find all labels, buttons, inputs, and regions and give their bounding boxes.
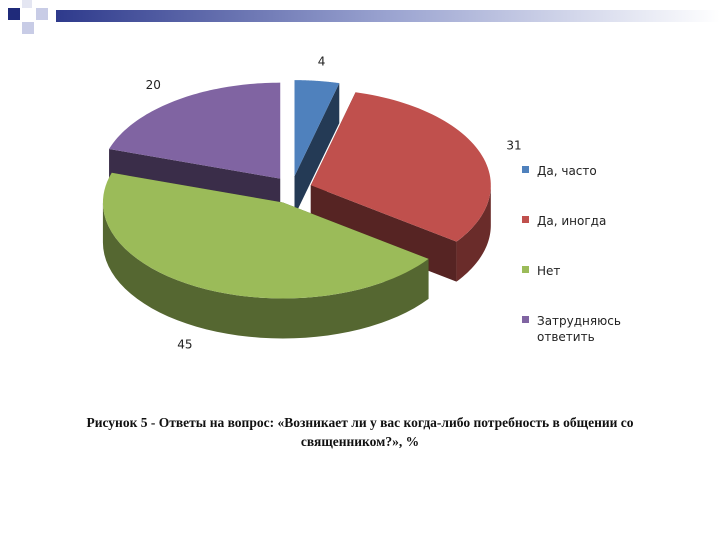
slide-decoration	[8, 0, 720, 34]
legend-item: Нет	[522, 263, 642, 279]
data-label: 45	[177, 338, 192, 352]
legend-item: Да, иногда	[522, 213, 642, 229]
legend-swatch	[522, 166, 529, 173]
legend-item: Да, часто	[522, 163, 642, 179]
slice-wall	[102, 202, 429, 339]
data-label: 31	[506, 139, 521, 153]
legend-label: Да, часто	[537, 164, 597, 178]
slice-side	[294, 83, 340, 217]
slice	[102, 172, 429, 339]
caption: Рисунок 5 - Ответы на вопрос: «Возникает…	[86, 415, 634, 449]
slice-top	[109, 82, 281, 179]
slice-top	[294, 80, 340, 177]
legend-label: Да, иногда	[537, 214, 607, 228]
legend-label: Затрудняюсь ответить	[537, 314, 621, 344]
slice	[294, 80, 340, 217]
legend-item: Затрудняюсь ответить	[522, 313, 642, 345]
legend-swatch	[522, 216, 529, 223]
legend-swatch	[522, 266, 529, 273]
slice-top	[310, 92, 491, 242]
data-label: 4	[318, 54, 326, 68]
data-label: 20	[146, 78, 161, 92]
slice-top	[102, 172, 429, 299]
slice-wall	[456, 185, 491, 282]
pie	[102, 80, 491, 339]
legend-swatch	[522, 316, 529, 323]
legend-label: Нет	[537, 264, 561, 278]
